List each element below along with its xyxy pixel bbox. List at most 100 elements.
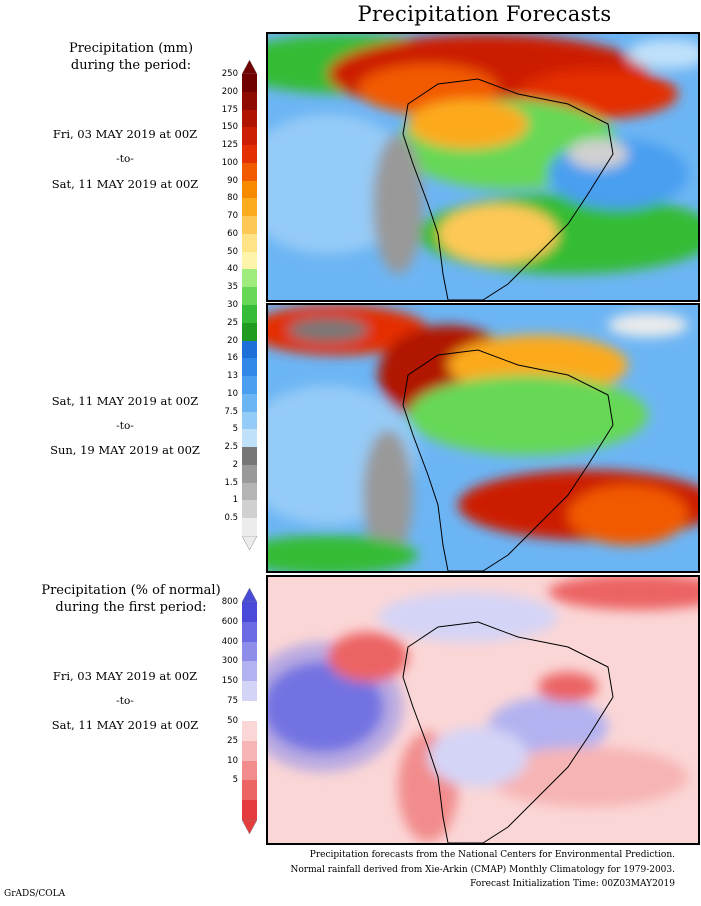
- precip-mm-colorbar-swatch: [242, 447, 257, 466]
- page-title: Precipitation Forecasts: [357, 2, 612, 26]
- precip-mm-colorbar-tick-label: 40: [227, 264, 238, 275]
- precip-percent-heading-line1: Precipitation (% of normal): [41, 583, 221, 598]
- precip-mm-colorbar-tick-label: 20: [227, 335, 238, 346]
- precip-mm-colorbar-swatch: [242, 162, 257, 182]
- forecast-map-period2: [266, 303, 700, 573]
- precip-mm-colorbar-tick-label: 0.5: [224, 513, 238, 524]
- precip-mm-colorbar-swatch: [242, 376, 257, 395]
- precip-mm-heading-line1: Precipitation (mm): [68, 41, 194, 56]
- precip-percent-colorbar-swatch: [242, 780, 257, 801]
- precip-percent-colorbar-tick-label: 300: [221, 656, 238, 667]
- period1-to: -to-: [116, 153, 134, 165]
- precip-mm-heading: Precipitation (mm) during the period:: [0, 40, 262, 74]
- precip-percent-colorbar-tick-label: 5: [232, 775, 238, 786]
- precip-mm-colorbar-swatch: [242, 464, 257, 484]
- precip-mm-colorbar-swatch: [242, 145, 257, 164]
- period3-end: Sat, 11 MAY 2019 at 00Z: [51, 718, 199, 732]
- precip-percent-colorbar-tick-label: 600: [221, 616, 238, 627]
- precip-percent-colorbar-swatch: [242, 681, 257, 702]
- precip-percent-colorbar-tick-label: 75: [227, 696, 238, 707]
- precip-mm-colorbar-tick-label: 5: [232, 424, 238, 435]
- precip-percent-colorbar-swatch: [242, 701, 257, 722]
- precip-mm-colorbar-tick-label: 30: [227, 300, 238, 310]
- precip-mm-colorbar-tick-label: 175: [221, 104, 238, 115]
- precip-percent-colorbar-swatch: [242, 720, 257, 742]
- period3-start: Fri, 03 MAY 2019 at 00Z: [52, 669, 198, 683]
- precip-mm-colorbar-tick-label: 50: [227, 246, 238, 257]
- precip-percent-colorbar-swatch: [242, 760, 257, 781]
- precip-mm-colorbar-swatch: [242, 322, 257, 342]
- precip-mm-colorbar-tick-label: 2: [232, 459, 238, 470]
- precip-mm-colorbar-top-arrow: [242, 60, 257, 74]
- precip-percent-colorbar-swatch: [242, 602, 257, 623]
- precip-mm-colorbar-tick-label: 70: [227, 211, 238, 222]
- footer-line3: Forecast Initialization Time: 00Z03MAY20…: [470, 879, 675, 889]
- precip-mm-colorbar-tick-label: 16: [227, 353, 238, 364]
- precip-mm-colorbar-swatch: [242, 233, 257, 253]
- precip-mm-colorbar-swatch: [242, 127, 257, 146]
- precip-mm-colorbar-tick-label: 7.5: [224, 406, 238, 417]
- precip-percent-colorbar-swatch: [242, 661, 257, 682]
- precip-mm-colorbar-tick-label: 200: [221, 86, 238, 97]
- precip-mm-colorbar-tick-label: 25: [227, 317, 238, 328]
- precip-mm-colorbar-tick-label: 35: [227, 282, 238, 293]
- period2-to: -to-: [116, 420, 134, 432]
- precip-mm-colorbar-swatch: [242, 518, 257, 537]
- precip-mm-colorbar-tick-label: 100: [221, 157, 238, 168]
- period2-start: Sat, 11 MAY 2019 at 00Z: [51, 394, 199, 408]
- precip-mm-heading-line2: during the period:: [70, 58, 192, 73]
- precip-percent-heading: Precipitation (% of normal) during the f…: [0, 582, 262, 616]
- precip-mm-colorbar-swatch: [242, 429, 257, 448]
- precip-mm-colorbar-swatch: [242, 482, 257, 501]
- precip-percent-colorbar-top-arrow: [242, 588, 257, 602]
- precip-mm-colorbar-tick-label: 13: [227, 371, 238, 382]
- percent-of-normal-map: [266, 575, 700, 845]
- precip-mm-colorbar-tick-label: 10: [227, 388, 238, 399]
- precip-mm-colorbar-tick-label: 80: [227, 193, 238, 204]
- precip-percent-colorbar-tick-label: 800: [221, 597, 238, 607]
- footer-line2: Normal rainfall derived from Xie-Arkin (…: [290, 864, 676, 875]
- period1-end: Sat, 11 MAY 2019 at 00Z: [51, 177, 199, 191]
- footer-line1: Precipitation forecasts from the Nationa…: [309, 850, 675, 860]
- precip-mm-colorbar-swatch: [242, 74, 257, 93]
- precip-mm-colorbar-swatch: [242, 411, 257, 430]
- period3-to: -to-: [116, 695, 134, 707]
- precip-mm-colorbar-swatch: [242, 198, 257, 217]
- precip-percent-colorbar-tick-label: 10: [227, 755, 238, 766]
- precip-mm-colorbar-tick-label: 1.5: [224, 477, 238, 488]
- precip-mm-colorbar-swatch: [242, 287, 257, 306]
- precip-mm-colorbar-tick-label: 60: [227, 228, 238, 239]
- precip-mm-colorbar-swatch: [242, 251, 257, 270]
- precip-percent-colorbar-tick-label: 400: [221, 636, 238, 647]
- credit-label: GrADS/COLA: [4, 889, 66, 899]
- footer-notes: Precipitation forecasts from the Nationa…: [268, 848, 676, 892]
- precip-percent-colorbar-tick-label: 50: [227, 715, 238, 726]
- period2-end: Sun, 19 MAY 2019 at 00Z: [50, 443, 200, 457]
- forecast-map-period1: [266, 32, 700, 302]
- precip-percent-colorbar-tick-label: 25: [227, 735, 238, 746]
- precip-mm-colorbar-swatch: [242, 91, 257, 111]
- precip-mm-colorbar-bottom-arrow: [242, 536, 257, 550]
- precip-mm-colorbar-tick-label: 250: [221, 69, 238, 79]
- precip-mm-colorbar: 250 200 175 150 125 100 90 80 70 60 50 40 35 30 25 20 16…: [222, 60, 270, 550]
- precip-mm-colorbar-swatch: [242, 500, 257, 519]
- precip-percent-colorbar-bottom-arrow: [242, 820, 257, 834]
- precip-mm-colorbar-tick-label: 150: [221, 122, 238, 133]
- precip-mm-colorbar-swatch: [242, 393, 257, 413]
- precip-mm-colorbar-swatch: [242, 358, 257, 377]
- precip-mm-colorbar-tick-label: 90: [227, 175, 238, 186]
- precip-mm-colorbar-swatch: [242, 340, 257, 359]
- precip-percent-colorbar: 800 600 400 300 150 75 50 25 10 5: [222, 588, 270, 834]
- precip-mm-colorbar-swatch: [242, 216, 257, 235]
- precip-mm-colorbar-swatch: [242, 305, 257, 324]
- precip-mm-colorbar-swatch: [242, 269, 257, 288]
- precip-percent-colorbar-swatch: [242, 641, 257, 662]
- period1-start: Fri, 03 MAY 2019 at 00Z: [52, 127, 198, 141]
- precip-mm-colorbar-tick-label: 1: [232, 495, 238, 506]
- precip-percent-heading-line2: during the first period:: [55, 600, 207, 615]
- precip-percent-colorbar-swatch: [242, 800, 257, 821]
- precip-mm-colorbar-tick-label: 125: [221, 140, 238, 151]
- precip-mm-colorbar-swatch: [242, 109, 257, 128]
- precip-percent-colorbar-swatch: [242, 621, 257, 643]
- precip-mm-colorbar-tick-label: 2.5: [224, 442, 238, 453]
